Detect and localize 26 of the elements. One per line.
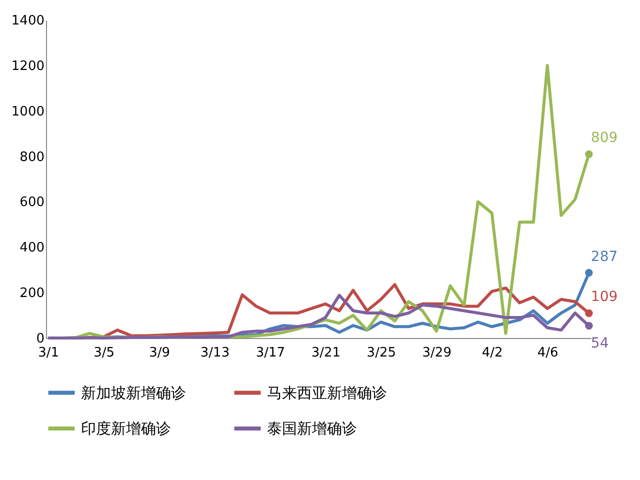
data-label: 109 (590, 289, 618, 306)
data-label: 809 (590, 130, 618, 146)
y-tick-label: 200 (20, 286, 44, 302)
data-label: 287 (590, 248, 618, 265)
y-tick-label: 1400 (11, 14, 44, 28)
x-tick-label: 4/2 (482, 346, 503, 360)
y-tick-label: 1200 (11, 58, 44, 74)
x-tick-label: 3/1 (38, 346, 60, 360)
x-tick-label: 3/25 (366, 346, 396, 360)
data-label: 54 (590, 336, 609, 352)
legend-label: 印度新增确诊 (81, 420, 171, 438)
y-tick-label: 400 (20, 240, 44, 256)
x-tick-label: 3/29 (422, 346, 452, 360)
x-tick-label: 3/5 (94, 346, 115, 360)
y-tick-label: 600 (20, 195, 44, 210)
x-tick-label: 3/13 (200, 346, 230, 360)
x-tick-label: 4/6 (537, 346, 558, 360)
legend-label: 马来西亚新增确诊 (267, 384, 387, 402)
y-tick-label: 1000 (11, 104, 44, 120)
x-tick-label: 3/9 (149, 346, 170, 360)
legend-label: 泰国新增确诊 (267, 420, 357, 438)
y-tick-label: 0 (36, 332, 44, 346)
y-tick-label: 800 (20, 150, 44, 165)
legend-label: 新加坡新增确诊 (81, 384, 186, 402)
x-tick-label: 3/21 (311, 346, 341, 360)
x-tick-label: 3/17 (256, 346, 286, 360)
